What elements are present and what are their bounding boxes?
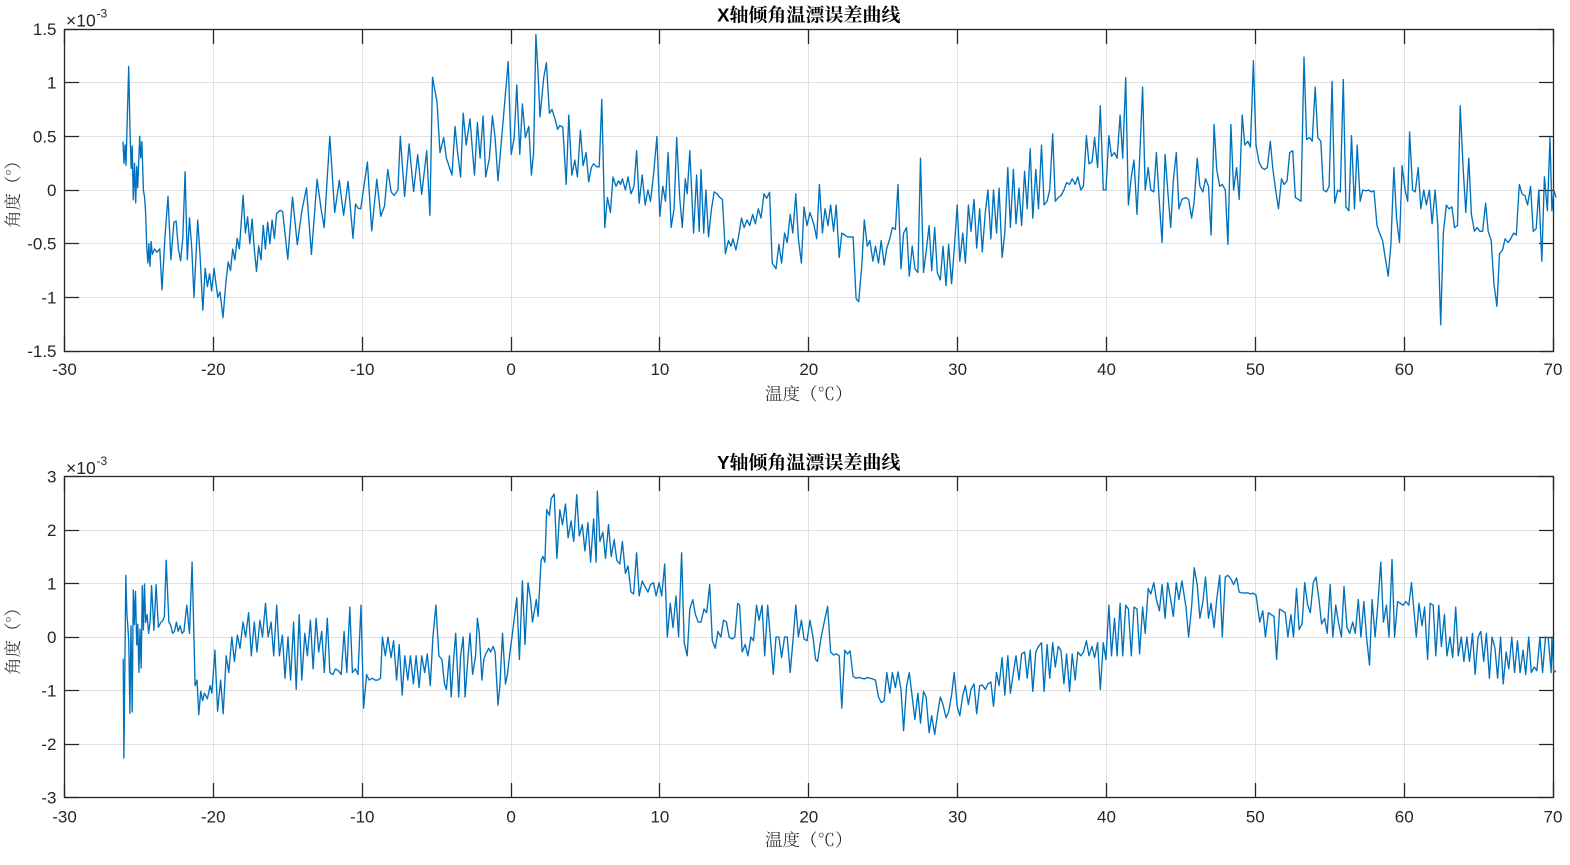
svg-text:20: 20 <box>799 360 818 379</box>
svg-text:-1.5: -1.5 <box>27 342 56 361</box>
svg-text:X: X <box>717 5 730 26</box>
svg-text:40: 40 <box>1097 360 1116 379</box>
svg-text:70: 70 <box>1544 360 1563 379</box>
svg-text:60: 60 <box>1395 360 1414 379</box>
svg-text:0: 0 <box>47 181 56 200</box>
svg-text:50: 50 <box>1246 807 1265 826</box>
svg-text:1.5: 1.5 <box>33 20 57 39</box>
svg-text:-20: -20 <box>201 807 226 826</box>
svg-text:-20: -20 <box>201 360 226 379</box>
svg-text:30: 30 <box>948 807 967 826</box>
svg-text:-3: -3 <box>97 7 108 21</box>
svg-text:0: 0 <box>47 628 56 647</box>
svg-text:40: 40 <box>1097 807 1116 826</box>
svg-text:Y: Y <box>717 452 730 473</box>
svg-text:2: 2 <box>47 521 56 540</box>
svg-text:1: 1 <box>47 575 56 594</box>
svg-text:×10: ×10 <box>66 458 96 478</box>
svg-text:1: 1 <box>47 74 56 93</box>
svg-text:70: 70 <box>1544 807 1563 826</box>
svg-text:20: 20 <box>799 807 818 826</box>
svg-text:-30: -30 <box>52 360 77 379</box>
svg-text:-2: -2 <box>41 735 56 754</box>
svg-text:0.5: 0.5 <box>33 127 57 146</box>
svg-text:-30: -30 <box>52 807 77 826</box>
svg-text:10: 10 <box>650 360 669 379</box>
svg-text:10: 10 <box>650 807 669 826</box>
svg-text:-1: -1 <box>41 288 56 307</box>
svg-text:30: 30 <box>948 360 967 379</box>
svg-text:-10: -10 <box>350 807 375 826</box>
svg-text:×10: ×10 <box>66 11 96 31</box>
svg-text:0: 0 <box>506 360 515 379</box>
svg-text:50: 50 <box>1246 360 1265 379</box>
svg-text:0: 0 <box>506 807 515 826</box>
svg-text:-0.5: -0.5 <box>27 235 56 254</box>
svg-text:-3: -3 <box>41 789 56 808</box>
svg-text:60: 60 <box>1395 807 1414 826</box>
svg-text:3: 3 <box>47 468 56 487</box>
svg-text:-3: -3 <box>97 454 108 468</box>
svg-text:-10: -10 <box>350 360 375 379</box>
svg-text:-1: -1 <box>41 682 56 701</box>
